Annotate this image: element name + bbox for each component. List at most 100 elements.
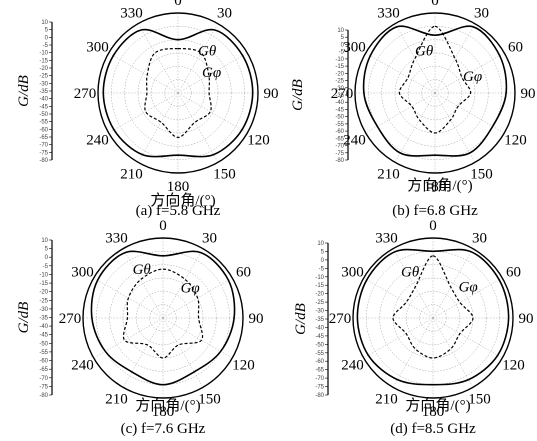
polar-grid-spoke [122, 248, 164, 319]
radial-tick-label: -70 [335, 144, 344, 150]
radial-tick-label: -15 [39, 281, 48, 287]
panel-caption: (a) f=5.8 GHz [136, 203, 221, 219]
radial-tick-label: -15 [335, 64, 344, 70]
radial-tick-label: -25 [39, 298, 48, 304]
series-g-theta-curve [90, 250, 236, 386]
polar-grid-spoke [137, 92, 179, 163]
angle-tick-label: 120 [504, 133, 527, 149]
radial-tick-label: 5 [45, 247, 49, 253]
polar-grid-spoke [394, 92, 436, 163]
series-g-theta-curve [102, 28, 254, 158]
x-axis-label: 方向角/(°) [405, 397, 470, 414]
angle-tick-label: 180 [422, 404, 445, 420]
angle-tick-label: 180 [167, 179, 190, 195]
angle-tick-label: 210 [105, 392, 128, 408]
radial-tick-label: -20 [315, 292, 324, 298]
radial-tick-label: -5 [43, 264, 49, 270]
radial-tick-label: -50 [39, 112, 48, 118]
radial-tick-label: -65 [39, 367, 48, 373]
angle-tick-label: 90 [519, 311, 534, 327]
polar-grid-spoke [434, 52, 505, 94]
polar-grid-ring [124, 39, 232, 147]
series-g-phi-label: Gφ [459, 280, 478, 296]
radial-tick-label: -30 [315, 309, 324, 315]
radial-tick-label: 10 [41, 238, 48, 244]
angle-tick-label: 150 [198, 392, 221, 408]
panel-caption: (c) f=7.6 GHz [121, 421, 206, 437]
angle-tick-label: 60 [506, 265, 521, 281]
polar-grid-spoke [122, 317, 164, 388]
radial-tick-label: -25 [39, 74, 48, 80]
angle-tick-label: 300 [343, 40, 366, 56]
radial-tick-label: -30 [39, 307, 48, 313]
y-axis-label: G/dB [16, 302, 32, 334]
polar-grid-spoke [137, 23, 179, 94]
radial-tick-label: 0 [341, 42, 345, 48]
radial-tick-label: -75 [315, 385, 324, 391]
polar-grid-spoke [177, 23, 219, 94]
polar-grid-spoke [162, 317, 204, 388]
polar-grid-spoke [177, 92, 248, 134]
radial-tick-label: -10 [39, 272, 48, 278]
polar-grid-spoke [365, 52, 436, 94]
radial-tick-label: -45 [39, 333, 48, 339]
polar-grid-spoke [177, 52, 248, 94]
radial-tick-label: -65 [335, 136, 344, 142]
series-g-phi-label: Gφ [463, 69, 482, 85]
polar-grid-spoke [162, 317, 233, 359]
radial-tick-label: -10 [39, 51, 48, 57]
radial-tick-label: -45 [39, 104, 48, 110]
series-g-theta-label: Gθ [133, 262, 152, 278]
angle-tick-label: 120 [247, 133, 270, 149]
radial-tick-label: -5 [43, 43, 49, 49]
polar-grid-spoke [432, 317, 474, 388]
radial-tick-label: 5 [321, 249, 325, 255]
y-axis-label: G/dB [16, 75, 32, 107]
radial-tick-label: -80 [39, 158, 48, 164]
polar-grid-ring [82, 237, 244, 399]
radial-tick-label: -45 [315, 334, 324, 340]
y-axis-label: G/dB [293, 303, 309, 335]
radial-tick-label: 10 [41, 20, 48, 26]
angle-tick-label: 30 [202, 231, 217, 247]
angle-tick-label: 240 [86, 133, 109, 149]
angle-tick-label: 30 [474, 6, 489, 22]
polar-grid-spoke [434, 92, 505, 134]
polar-grid-spoke [432, 317, 503, 359]
angle-tick-label: 210 [120, 167, 143, 183]
polar-grid-spoke [392, 317, 434, 388]
polar-grid-spoke [162, 248, 204, 319]
series-g-phi-label: Gφ [202, 65, 221, 81]
series-g-phi-label: Gφ [181, 280, 200, 296]
radial-tick-label: -80 [39, 393, 48, 399]
series-g-phi-curve [122, 268, 204, 359]
radial-tick-label: -10 [315, 275, 324, 281]
angle-tick-label: 270 [329, 311, 352, 327]
radial-tick-label: -35 [335, 93, 344, 99]
series-g-phi-curve [144, 47, 212, 139]
radial-tick-label: -65 [39, 135, 48, 141]
radial-tick-label: -60 [39, 359, 48, 365]
radial-tick-label: 10 [337, 28, 344, 34]
series-g-theta-label: Gθ [198, 43, 217, 59]
series-g-theta-label: Gθ [401, 264, 420, 280]
angle-tick-label: 120 [232, 358, 255, 374]
polar-grid-spoke [365, 92, 436, 134]
radial-tick-label: -5 [339, 50, 345, 56]
polar-grid-ring [379, 264, 487, 372]
radial-tick-label: -75 [335, 151, 344, 157]
polar-grid-spoke [363, 277, 434, 319]
polar-grid-ring [406, 291, 460, 345]
polar-grid-ring [354, 12, 516, 174]
angle-tick-label: 240 [71, 358, 94, 374]
polar-grid-spoke [108, 92, 179, 134]
angle-tick-label: 240 [341, 358, 364, 374]
angle-tick-label: 90 [264, 86, 279, 102]
radial-tick-label: -80 [335, 158, 344, 164]
angle-tick-label: 300 [341, 265, 364, 281]
angle-tick-label: 120 [502, 358, 525, 374]
polar-grid-spoke [432, 277, 503, 319]
radial-tick-label: -25 [315, 300, 324, 306]
x-axis-label: 方向角/(°) [135, 397, 200, 414]
angle-tick-label: 0 [429, 218, 437, 234]
